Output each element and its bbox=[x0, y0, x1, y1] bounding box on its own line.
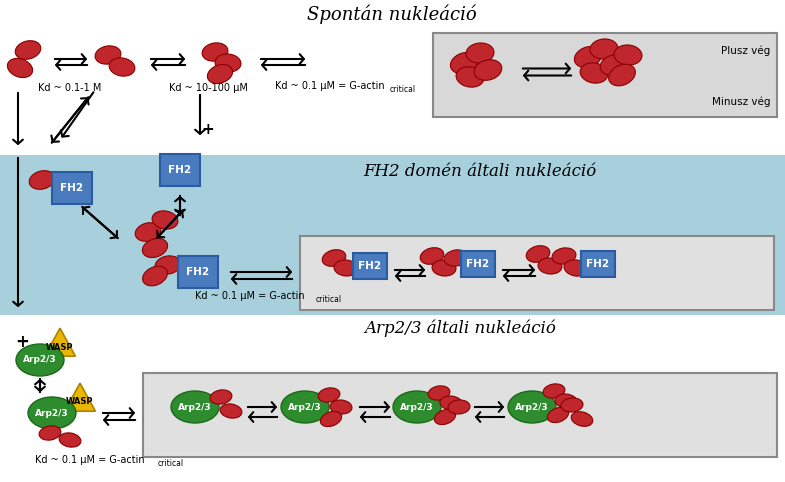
Ellipse shape bbox=[432, 260, 456, 276]
Ellipse shape bbox=[543, 384, 565, 398]
Text: Arp2/3 általi nukleáció: Arp2/3 általi nukleáció bbox=[364, 319, 556, 337]
Ellipse shape bbox=[155, 256, 181, 274]
FancyBboxPatch shape bbox=[581, 251, 615, 277]
Ellipse shape bbox=[334, 260, 358, 276]
Text: Arp2/3: Arp2/3 bbox=[35, 409, 69, 417]
Text: WASP: WASP bbox=[46, 343, 74, 351]
Ellipse shape bbox=[526, 246, 550, 262]
Ellipse shape bbox=[281, 391, 329, 423]
Ellipse shape bbox=[474, 60, 502, 80]
Text: +: + bbox=[15, 333, 29, 351]
Ellipse shape bbox=[29, 171, 55, 189]
Text: Arp2/3: Arp2/3 bbox=[400, 402, 434, 412]
Text: Spontán nukleáció: Spontán nukleáció bbox=[307, 4, 476, 24]
Ellipse shape bbox=[555, 394, 577, 408]
Ellipse shape bbox=[561, 398, 583, 412]
Ellipse shape bbox=[552, 248, 576, 264]
Text: FH2 domén általi nukleáció: FH2 domén általi nukleáció bbox=[363, 163, 597, 180]
Text: critical: critical bbox=[390, 85, 416, 94]
Text: Arp2/3: Arp2/3 bbox=[24, 356, 57, 364]
Text: +: + bbox=[202, 122, 214, 137]
Ellipse shape bbox=[538, 258, 562, 274]
Ellipse shape bbox=[210, 390, 232, 404]
Ellipse shape bbox=[428, 386, 450, 400]
Ellipse shape bbox=[152, 211, 178, 229]
Ellipse shape bbox=[440, 396, 462, 410]
FancyBboxPatch shape bbox=[143, 373, 777, 457]
FancyBboxPatch shape bbox=[160, 154, 200, 186]
FancyBboxPatch shape bbox=[433, 33, 777, 117]
Ellipse shape bbox=[15, 40, 41, 59]
Ellipse shape bbox=[95, 46, 121, 64]
Polygon shape bbox=[64, 383, 96, 411]
Text: Kd ~ 0.1-1 M: Kd ~ 0.1-1 M bbox=[38, 83, 102, 93]
Text: FH2: FH2 bbox=[466, 259, 490, 269]
Ellipse shape bbox=[220, 404, 242, 418]
Text: Plusz vég: Plusz vég bbox=[721, 45, 770, 55]
Ellipse shape bbox=[207, 65, 232, 83]
FancyBboxPatch shape bbox=[461, 251, 495, 277]
Text: Kd ~ 0.1 μM = G-actin: Kd ~ 0.1 μM = G-actin bbox=[195, 291, 305, 301]
Ellipse shape bbox=[320, 412, 341, 427]
Text: FH2: FH2 bbox=[586, 259, 610, 269]
Ellipse shape bbox=[318, 388, 340, 402]
Ellipse shape bbox=[142, 239, 168, 257]
Ellipse shape bbox=[564, 260, 588, 276]
Ellipse shape bbox=[16, 344, 64, 376]
Ellipse shape bbox=[590, 39, 618, 59]
Ellipse shape bbox=[508, 391, 556, 423]
Ellipse shape bbox=[202, 43, 228, 61]
Ellipse shape bbox=[171, 391, 219, 423]
Ellipse shape bbox=[393, 391, 441, 423]
FancyBboxPatch shape bbox=[0, 155, 785, 315]
Ellipse shape bbox=[143, 266, 167, 286]
Ellipse shape bbox=[420, 248, 444, 264]
Text: critical: critical bbox=[316, 295, 342, 305]
Text: WASP: WASP bbox=[66, 398, 93, 406]
FancyBboxPatch shape bbox=[300, 236, 774, 310]
Ellipse shape bbox=[28, 397, 76, 429]
Ellipse shape bbox=[444, 250, 468, 266]
Ellipse shape bbox=[215, 54, 241, 72]
Ellipse shape bbox=[547, 407, 568, 423]
Ellipse shape bbox=[571, 412, 593, 427]
FancyBboxPatch shape bbox=[52, 172, 92, 204]
Text: Kd ~ 0.1 μM = G-actin: Kd ~ 0.1 μM = G-actin bbox=[35, 455, 144, 465]
Ellipse shape bbox=[608, 64, 635, 86]
Text: FH2: FH2 bbox=[359, 261, 382, 271]
Ellipse shape bbox=[135, 223, 161, 241]
Ellipse shape bbox=[451, 53, 477, 74]
Text: Arp2/3: Arp2/3 bbox=[288, 402, 322, 412]
Ellipse shape bbox=[575, 46, 601, 67]
FancyBboxPatch shape bbox=[178, 256, 218, 288]
Text: Minusz vég: Minusz vég bbox=[711, 96, 770, 107]
Polygon shape bbox=[45, 328, 75, 356]
Text: Kd ~ 10-100 μM: Kd ~ 10-100 μM bbox=[169, 83, 247, 93]
Ellipse shape bbox=[59, 433, 81, 447]
Text: FH2: FH2 bbox=[60, 183, 83, 193]
Text: Kd ~ 0.1 μM = G-actin: Kd ~ 0.1 μM = G-actin bbox=[276, 81, 385, 91]
Ellipse shape bbox=[322, 250, 345, 267]
Ellipse shape bbox=[39, 426, 61, 440]
FancyBboxPatch shape bbox=[353, 253, 387, 279]
Ellipse shape bbox=[580, 63, 608, 83]
Ellipse shape bbox=[601, 54, 628, 75]
Ellipse shape bbox=[614, 45, 642, 65]
Ellipse shape bbox=[456, 67, 484, 87]
Ellipse shape bbox=[330, 400, 352, 414]
Text: critical: critical bbox=[158, 459, 184, 469]
Ellipse shape bbox=[109, 58, 135, 76]
Text: Arp2/3: Arp2/3 bbox=[178, 402, 212, 412]
Ellipse shape bbox=[466, 43, 494, 63]
Ellipse shape bbox=[7, 58, 33, 78]
Text: Arp2/3: Arp2/3 bbox=[515, 402, 549, 412]
Text: FH2: FH2 bbox=[187, 267, 210, 277]
Text: FH2: FH2 bbox=[169, 165, 192, 175]
Ellipse shape bbox=[448, 400, 470, 414]
Ellipse shape bbox=[434, 409, 455, 425]
